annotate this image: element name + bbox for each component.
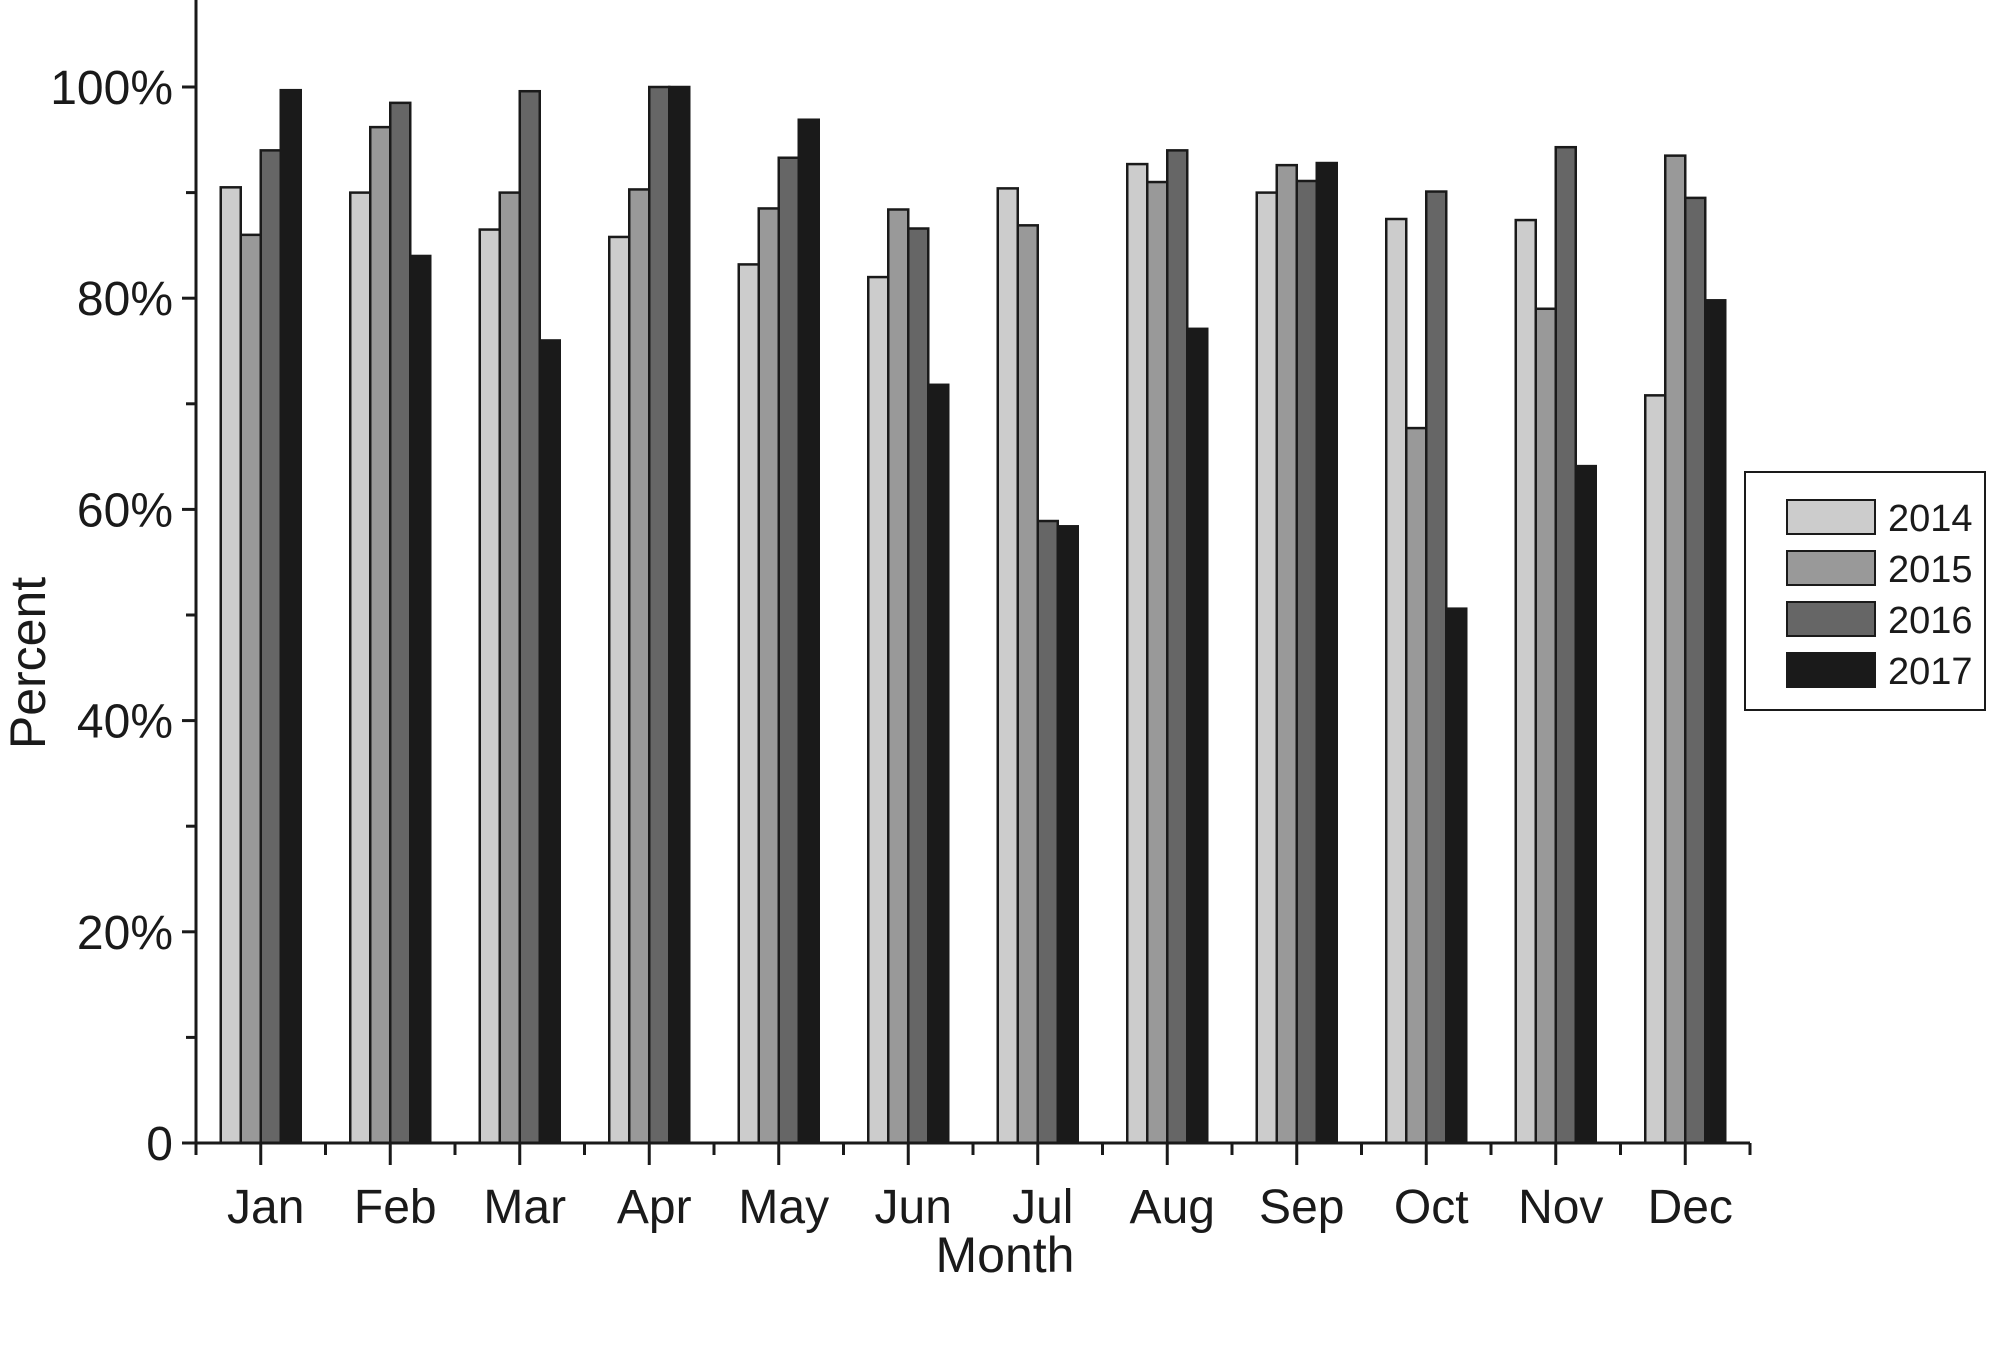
bar-feb-2017	[409, 254, 432, 1145]
bar-aug-2016	[1166, 149, 1189, 1145]
y-tick-label: 40%	[77, 696, 173, 749]
x-tick-label: Jun	[875, 1181, 952, 1234]
bar-jul-2015	[1016, 224, 1039, 1145]
bar-oct-2014	[1385, 217, 1408, 1145]
bar-apr-2014	[608, 235, 631, 1145]
bar-jun-2017	[927, 383, 950, 1145]
legend-label-2014: 2014	[1888, 498, 1973, 540]
bar-oct-2015	[1405, 426, 1428, 1145]
bar-oct-2017	[1445, 607, 1468, 1145]
legend-label-2017: 2017	[1888, 651, 1973, 693]
bar-jul-2016	[1036, 519, 1059, 1145]
bar-feb-2015	[369, 125, 392, 1145]
bar-mar-2014	[478, 228, 501, 1145]
legend-swatch-2017	[1786, 652, 1876, 688]
x-tick-label: Sep	[1259, 1181, 1344, 1234]
bar-mar-2016	[518, 89, 541, 1145]
x-tick-label: Apr	[617, 1181, 692, 1234]
bars-group	[219, 85, 1727, 1145]
bar-sep-2015	[1275, 163, 1298, 1145]
bar-may-2017	[797, 118, 820, 1145]
x-axis-title: Month	[936, 1227, 1075, 1283]
bar-feb-2014	[349, 191, 372, 1145]
bar-jan-2017	[279, 88, 302, 1145]
bar-jun-2016	[907, 227, 930, 1145]
bar-mar-2017	[538, 339, 561, 1145]
bar-jan-2014	[219, 186, 242, 1145]
bar-apr-2015	[628, 188, 651, 1145]
bar-nov-2014	[1514, 218, 1537, 1145]
bar-may-2016	[777, 156, 800, 1145]
x-tick-label: Mar	[483, 1181, 566, 1234]
legend-label-2015: 2015	[1888, 549, 1973, 591]
bar-feb-2016	[389, 101, 412, 1145]
x-tick-label: Nov	[1518, 1181, 1603, 1234]
legend-swatch-2015	[1786, 550, 1876, 586]
bar-dec-2016	[1684, 196, 1707, 1145]
bar-may-2015	[757, 207, 780, 1145]
bar-dec-2015	[1664, 154, 1687, 1145]
bar-jul-2017	[1056, 525, 1079, 1145]
bar-sep-2017	[1315, 161, 1338, 1145]
x-tick-label: Dec	[1648, 1181, 1733, 1234]
x-tick-label: Feb	[354, 1181, 437, 1234]
bar-apr-2017	[668, 85, 691, 1145]
bar-jan-2016	[259, 149, 282, 1145]
bar-dec-2017	[1704, 299, 1727, 1145]
y-tick-label: 60%	[77, 484, 173, 537]
bar-dec-2014	[1644, 394, 1667, 1145]
bar-aug-2017	[1186, 327, 1209, 1145]
bar-sep-2014	[1255, 191, 1278, 1145]
y-tick-label: 100%	[50, 62, 173, 115]
bar-jun-2014	[867, 275, 890, 1145]
bar-jul-2014	[996, 187, 1019, 1145]
x-tick-label: Jan	[227, 1181, 304, 1234]
legend-swatch-2014	[1786, 499, 1876, 535]
y-tick-label: 20%	[77, 907, 173, 960]
y-tick-label: 80%	[77, 273, 173, 326]
bar-sep-2016	[1295, 179, 1318, 1145]
bar-nov-2016	[1554, 145, 1577, 1145]
bar-oct-2016	[1425, 190, 1448, 1145]
x-tick-label: Aug	[1130, 1181, 1215, 1234]
y-axis-title: Percent	[0, 577, 56, 749]
legend-swatch-2016	[1786, 601, 1876, 637]
legend-label-2016: 2016	[1888, 600, 1973, 642]
legend: 2014 2015 2016 2017	[1744, 471, 1986, 711]
bar-aug-2015	[1146, 180, 1169, 1145]
bar-nov-2015	[1534, 307, 1557, 1145]
x-tick-label: May	[738, 1181, 829, 1234]
bar-jun-2015	[887, 208, 910, 1145]
bar-may-2014	[737, 263, 760, 1145]
bar-jan-2015	[239, 233, 262, 1145]
bar-aug-2014	[1126, 162, 1149, 1145]
x-ticks-group: Jan Feb Mar Apr May Jun Jul Aug Sep Oct Nov Dec	[194, 1143, 1752, 1234]
bar-nov-2017	[1574, 464, 1597, 1145]
y-tick-label: 0	[146, 1118, 173, 1171]
bar-mar-2015	[498, 191, 521, 1145]
bar-apr-2016	[648, 85, 671, 1145]
x-tick-label: Oct	[1394, 1181, 1469, 1234]
y-ticks-group: 0 20% 40% 60% 80% 100%	[50, 62, 196, 1171]
x-tick-label: Jul	[1012, 1181, 1073, 1234]
